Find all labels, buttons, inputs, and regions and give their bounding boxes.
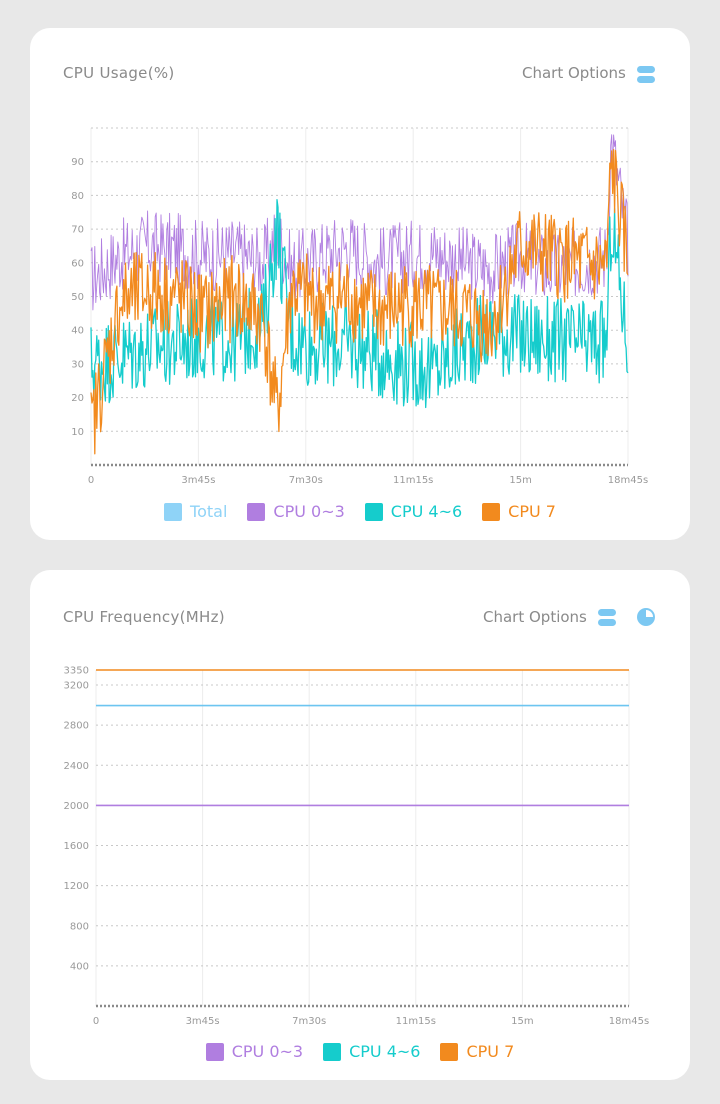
legend-swatch-cpu46 bbox=[364, 502, 383, 521]
y-tick-label: 10 bbox=[71, 427, 84, 438]
y-tick-label: 20 bbox=[71, 393, 84, 404]
series-line-cpu-7 bbox=[90, 148, 629, 455]
chart-options-icon[interactable] bbox=[598, 609, 616, 627]
y-tick-label: 30 bbox=[71, 359, 84, 370]
legend-swatch-cpu03 bbox=[247, 502, 266, 521]
y-tick-label: 3350 bbox=[64, 666, 89, 677]
chart-options-icon[interactable] bbox=[637, 66, 655, 84]
legend-swatch-cpu46 bbox=[323, 1042, 342, 1061]
cpu-usage-legend: Total CPU 0~3 CPU 4~6 CPU 7 bbox=[30, 502, 690, 521]
cpu-frequency-title: CPU Frequency(MHz) bbox=[63, 608, 225, 626]
x-tick-label: 18m45s bbox=[608, 475, 648, 486]
y-tick-label: 2000 bbox=[64, 801, 89, 812]
x-tick-label: 7m30s bbox=[289, 475, 323, 486]
y-tick-label: 3200 bbox=[64, 681, 89, 692]
cpu-usage-title: CPU Usage(%) bbox=[63, 64, 175, 82]
y-tick-label: 80 bbox=[71, 191, 84, 202]
legend-swatch-total bbox=[164, 502, 183, 521]
x-tick-label: 3m45s bbox=[181, 475, 215, 486]
legend-label-cpu7: CPU 7 bbox=[466, 1042, 515, 1061]
x-tick-label: 0 bbox=[93, 1016, 99, 1027]
legend-swatch-cpu7 bbox=[440, 1042, 459, 1061]
y-tick-label: 1600 bbox=[64, 841, 89, 852]
x-tick-label: 11m15s bbox=[396, 1016, 436, 1027]
x-tick-label: 0 bbox=[88, 475, 94, 486]
legend-item-cpu7[interactable]: CPU 7 bbox=[482, 502, 556, 521]
y-tick-label: 50 bbox=[71, 292, 84, 303]
legend-swatch-cpu7 bbox=[482, 502, 501, 521]
x-tick-label: 15m bbox=[509, 475, 531, 486]
chart-options-button[interactable]: Chart Options bbox=[483, 608, 587, 626]
chart-options-button[interactable]: Chart Options bbox=[522, 64, 626, 82]
x-tick-label: 18m45s bbox=[609, 1016, 649, 1027]
x-tick-label: 3m45s bbox=[186, 1016, 220, 1027]
x-tick-label: 11m15s bbox=[393, 475, 433, 486]
y-tick-label: 70 bbox=[71, 225, 84, 236]
legend-label-cpu46: CPU 4~6 bbox=[349, 1042, 421, 1061]
series-line-cpu-0-3 bbox=[90, 134, 629, 311]
series-line-cpu-4-6 bbox=[90, 199, 629, 409]
y-tick-label: 1200 bbox=[64, 881, 89, 892]
y-tick-label: 2400 bbox=[64, 761, 89, 772]
y-tick-label: 90 bbox=[71, 157, 84, 168]
legend-label-cpu03: CPU 0~3 bbox=[231, 1042, 304, 1061]
legend-item-cpu46[interactable]: CPU 4~6 bbox=[364, 502, 463, 521]
legend-item-cpu03[interactable]: CPU 0~3 bbox=[247, 502, 345, 521]
x-tick-label: 7m30s bbox=[292, 1016, 326, 1027]
y-tick-label: 400 bbox=[70, 961, 89, 972]
legend-label-total: Total bbox=[190, 502, 228, 521]
legend-item-cpu7[interactable]: CPU 7 bbox=[440, 1042, 514, 1061]
legend-label-cpu46: CPU 4~6 bbox=[390, 502, 463, 521]
cpu-frequency-card: CPU Frequency(MHz) Chart Options 0 3m45s 7… bbox=[30, 570, 690, 1080]
legend-label-cpu7: CPU 7 bbox=[508, 502, 556, 521]
legend-item-total[interactable]: Total bbox=[164, 502, 227, 521]
cpu-usage-card: CPU Usage(%) Chart Options 0 3m45s 7m30s 11… bbox=[30, 28, 690, 540]
cpu-frequency-chart: 0 3m45s 7m30s 11m15s 15m 18m45s 400 800 1200 1600… bbox=[64, 666, 650, 1028]
y-tick-label: 800 bbox=[70, 921, 89, 932]
legend-swatch-cpu03 bbox=[205, 1042, 224, 1061]
pie-chart-icon[interactable] bbox=[636, 607, 656, 627]
legend-label-cpu03: CPU 0~3 bbox=[273, 502, 345, 521]
y-tick-label: 2800 bbox=[64, 721, 89, 732]
y-tick-label: 40 bbox=[71, 326, 84, 337]
y-tick-label: 60 bbox=[71, 258, 84, 269]
legend-item-cpu03[interactable]: CPU 0~3 bbox=[205, 1042, 304, 1061]
legend-item-cpu46[interactable]: CPU 4~6 bbox=[323, 1042, 420, 1061]
cpu-frequency-legend: CPU 0~3 CPU 4~6 CPU 7 bbox=[30, 1042, 690, 1061]
x-tick-label: 15m bbox=[511, 1016, 533, 1027]
cpu-usage-chart: 0 3m45s 7m30s 11m15s 15m 18m45s 10 20 30 40 50 60 70… bbox=[71, 127, 648, 486]
